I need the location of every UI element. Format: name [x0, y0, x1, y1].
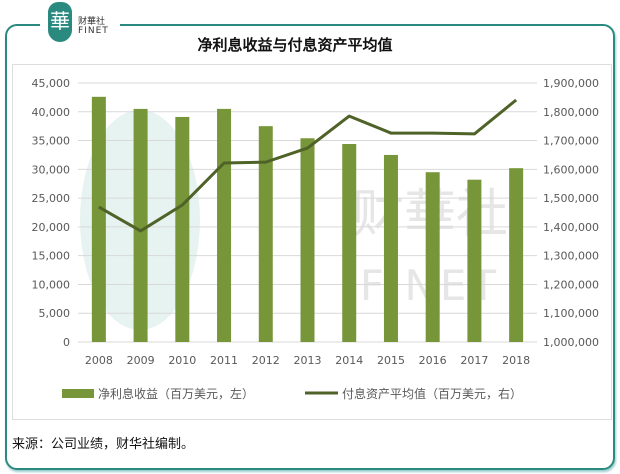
x-tick-label: 2011: [210, 354, 238, 367]
bar-2008: [91, 96, 106, 343]
bar-2017: [467, 179, 482, 342]
bar-2009: [133, 108, 148, 343]
finet-logo: 華 财華社 FINET: [40, 0, 120, 46]
right-tick-label: 1,800,000: [543, 106, 599, 119]
left-tick-label: 0: [63, 336, 70, 349]
x-tick-label: 2010: [168, 354, 196, 367]
chart-area: [12, 64, 612, 420]
chart-title: 净利息收益与付息资产平均值: [197, 36, 393, 54]
logo-seal-icon: 華: [48, 2, 72, 42]
left-tick-label: 15,000: [32, 250, 71, 263]
bar-2010: [175, 116, 190, 342]
bar-2018: [509, 168, 524, 342]
bar-2015: [383, 154, 398, 342]
legend-bar-swatch: [62, 389, 94, 398]
x-tick-label: 2013: [294, 354, 322, 367]
left-tick-label: 5,000: [39, 307, 71, 320]
bar-2013: [300, 138, 315, 342]
bar-2011: [217, 108, 232, 343]
x-tick-label: 2015: [377, 354, 405, 367]
right-tick-label: 1,700,000: [543, 135, 599, 148]
right-tick-label: 1,300,000: [543, 250, 599, 263]
source-note: 来源：公司业绩，财华社编制。: [12, 437, 195, 452]
x-tick-label: 2014: [335, 354, 363, 367]
left-tick-label: 45,000: [32, 77, 71, 90]
bar-2014: [342, 144, 357, 342]
right-tick-label: 1,500,000: [543, 192, 599, 205]
logo-en-text: FINET: [78, 26, 109, 36]
x-tick-label: 2018: [502, 354, 530, 367]
left-tick-label: 40,000: [32, 106, 71, 119]
x-tick-label: 2009: [127, 354, 155, 367]
x-tick-label: 2016: [419, 354, 447, 367]
logo-cn-text: 财華社: [78, 17, 106, 27]
left-tick-label: 35,000: [32, 135, 71, 148]
x-tick-label: 2012: [252, 354, 280, 367]
right-tick-label: 1,200,000: [543, 278, 599, 291]
right-tick-label: 1,900,000: [543, 77, 599, 90]
left-tick-label: 10,000: [32, 278, 71, 291]
right-tick-label: 1,400,000: [543, 221, 599, 234]
right-tick-label: 1,100,000: [543, 307, 599, 320]
left-tick-label: 20,000: [32, 221, 71, 234]
bar-2012: [258, 126, 273, 343]
legend-line-label: 付息资产平均值（百万美元，右）: [342, 386, 522, 401]
x-tick-label: 2008: [85, 354, 113, 367]
left-tick-label: 25,000: [32, 192, 71, 205]
chart-frame: [5, 24, 615, 470]
x-tick-label: 2017: [460, 354, 488, 367]
bar-2016: [425, 172, 440, 342]
legend-bar-label: 净利息收益（百万美元，左）: [98, 386, 254, 401]
right-tick-label: 1,600,000: [543, 163, 599, 176]
right-tick-label: 1,000,000: [543, 336, 599, 349]
left-tick-label: 30,000: [32, 163, 71, 176]
